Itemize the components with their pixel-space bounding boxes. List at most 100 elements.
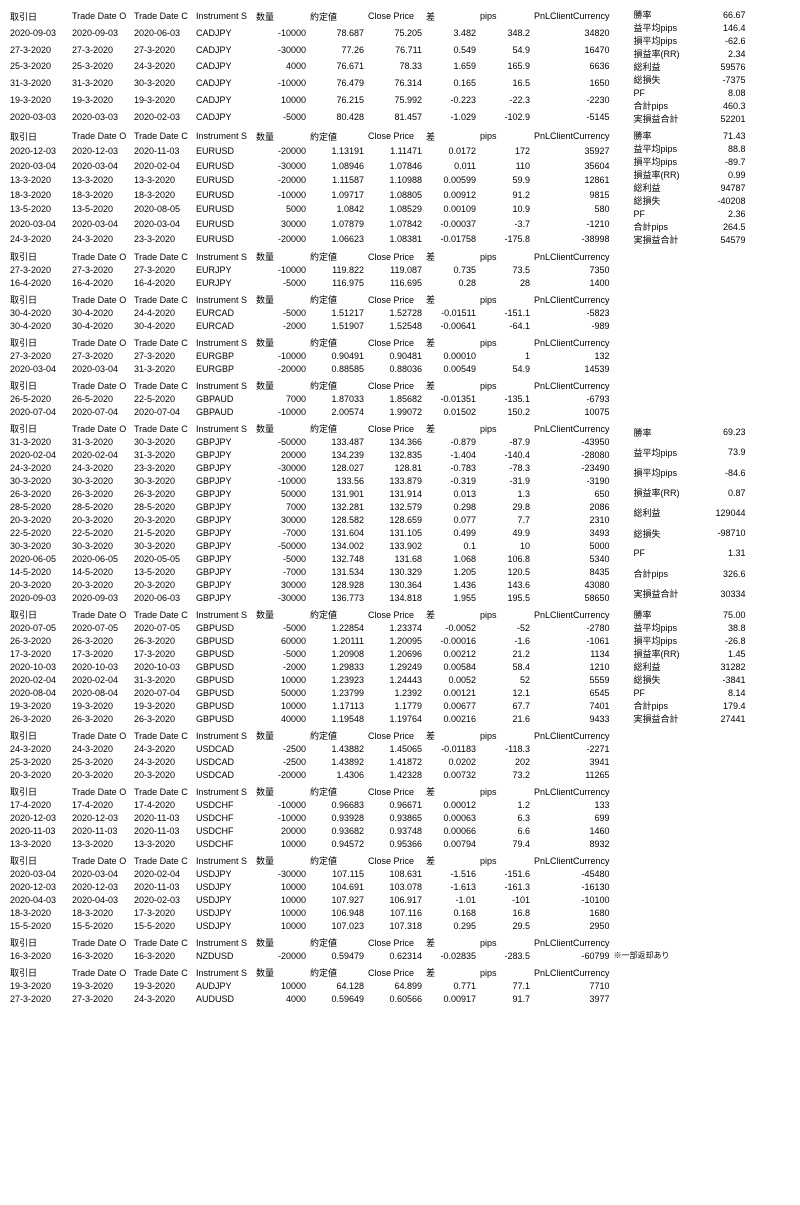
table-row: 27-3-202027-3-202027-3-2020EURJPY-100001… — [8, 263, 612, 276]
cell: 17-4-2020 — [8, 798, 70, 811]
col-header: Instrument S — [194, 8, 254, 25]
cell: 0.88036 — [366, 362, 424, 375]
cell: 1.3 — [478, 487, 532, 500]
cell: 2020-03-04 — [8, 362, 70, 375]
cell: 21.6 — [478, 712, 532, 725]
cell: CADJPY — [194, 108, 254, 125]
summary-label: 合計pips — [632, 699, 704, 712]
col-header: 取引日 — [8, 422, 70, 435]
cell: 5340 — [532, 552, 612, 565]
cell: EURUSD — [194, 144, 254, 159]
cell: 0.88585 — [308, 362, 366, 375]
cell: 1.24443 — [366, 673, 424, 686]
cell: 2020-03-03 — [70, 108, 132, 125]
summary-row: PF8.14 — [632, 686, 748, 699]
cell: 13-5-2020 — [8, 202, 70, 217]
cell: 1.1779 — [366, 699, 424, 712]
col-header: Trade Date C — [132, 785, 194, 798]
cell: GBPJPY — [194, 435, 254, 448]
cell: 1.87033 — [308, 392, 366, 405]
cell: -5000 — [254, 621, 308, 634]
table-row: 26-5-202026-5-202022-5-2020GBPAUD70001.8… — [8, 392, 612, 405]
cell: 30-4-2020 — [8, 319, 70, 332]
col-header: pips — [478, 608, 532, 621]
cell: 13-3-2020 — [70, 173, 132, 188]
cell: 104.691 — [308, 880, 366, 893]
summary-value: 264.5 — [704, 220, 748, 233]
cell: 108.631 — [366, 867, 424, 880]
cell: 29.5 — [478, 919, 532, 932]
main-table: 取引日Trade Date OTrade Date CInstrument S数… — [8, 336, 612, 375]
cell: 78.33 — [366, 58, 424, 75]
cell: 27-3-2020 — [8, 41, 70, 58]
summary-label: 損益率(RR) — [632, 647, 704, 660]
section: 取引日Trade Date OTrade Date CInstrument S数… — [8, 966, 792, 1005]
summary-value: 1.31 — [704, 543, 748, 563]
summary-row: 勝率66.67 — [632, 8, 748, 21]
cell: 31-3-2020 — [132, 362, 194, 375]
cell: 15-5-2020 — [132, 919, 194, 932]
summary-row: 合計pips264.5 — [632, 220, 748, 233]
summary-label: PF — [632, 543, 704, 563]
table-row: 27-3-202027-3-202027-3-2020CADJPY-300007… — [8, 41, 612, 58]
summary-label: 総損失 — [632, 194, 704, 207]
cell: -2500 — [254, 755, 308, 768]
cell: -20000 — [254, 768, 308, 781]
section: 取引日Trade Date OTrade Date CInstrument S数… — [8, 854, 792, 932]
cell: -10000 — [254, 188, 308, 203]
summary-row: 実損益合計27441 — [632, 712, 748, 725]
cell: 2020-06-05 — [70, 552, 132, 565]
cell: 128.659 — [366, 513, 424, 526]
cell: 1.23799 — [308, 686, 366, 699]
cell: CADJPY — [194, 25, 254, 42]
cell: 22-5-2020 — [70, 526, 132, 539]
summary-value: -98710 — [704, 523, 748, 543]
cell: EURJPY — [194, 276, 254, 289]
cell: 1.08529 — [366, 202, 424, 217]
cell: 17-4-2020 — [70, 798, 132, 811]
cell: EURUSD — [194, 217, 254, 232]
col-header: Trade Date C — [132, 129, 194, 144]
cell: 7401 — [532, 699, 612, 712]
summary-row: 益平均pips88.8 — [632, 142, 748, 155]
col-header: 差 — [424, 250, 478, 263]
cell: 50000 — [254, 686, 308, 699]
cell: 10000 — [254, 979, 308, 992]
cell: 14-5-2020 — [8, 565, 70, 578]
cell: 10000 — [254, 893, 308, 906]
cell: 0.00109 — [424, 202, 478, 217]
cell: 16-3-2020 — [70, 949, 132, 962]
col-header: PnLClientCurrency — [532, 250, 612, 263]
cell: 132.281 — [308, 500, 366, 513]
cell: 0.95366 — [366, 837, 424, 850]
cell: 1.52728 — [366, 306, 424, 319]
cell: 0.00121 — [424, 686, 478, 699]
cell: 128.582 — [308, 513, 366, 526]
cell: 75.205 — [366, 25, 424, 42]
cell: 0.59479 — [308, 949, 366, 962]
cell: -5000 — [254, 552, 308, 565]
col-header: 約定値 — [308, 250, 366, 263]
col-header: Instrument S — [194, 336, 254, 349]
col-header: 約定値 — [308, 129, 366, 144]
cell: -1061 — [532, 634, 612, 647]
col-header: 数量 — [254, 129, 308, 144]
cell: 30-4-2020 — [132, 319, 194, 332]
cell: -3190 — [532, 474, 612, 487]
cell: 2020-10-03 — [132, 660, 194, 673]
cell: 78.687 — [308, 25, 366, 42]
cell: 4000 — [254, 992, 308, 1005]
cell: 2020-07-05 — [132, 621, 194, 634]
summary-value: 38.8 — [704, 621, 748, 634]
summary-label: 合計pips — [632, 99, 704, 112]
cell: 150.2 — [478, 405, 532, 418]
cell: -101 — [478, 893, 532, 906]
cell: 17-3-2020 — [132, 906, 194, 919]
cell: USDCHF — [194, 811, 254, 824]
col-header: Trade Date O — [70, 854, 132, 867]
summary-row: 益平均pips146.4 — [632, 21, 748, 34]
note: ※一部返却あり — [612, 949, 672, 962]
cell: 26-3-2020 — [70, 487, 132, 500]
cell: 2020-02-04 — [132, 867, 194, 880]
cell: 24-4-2020 — [132, 306, 194, 319]
